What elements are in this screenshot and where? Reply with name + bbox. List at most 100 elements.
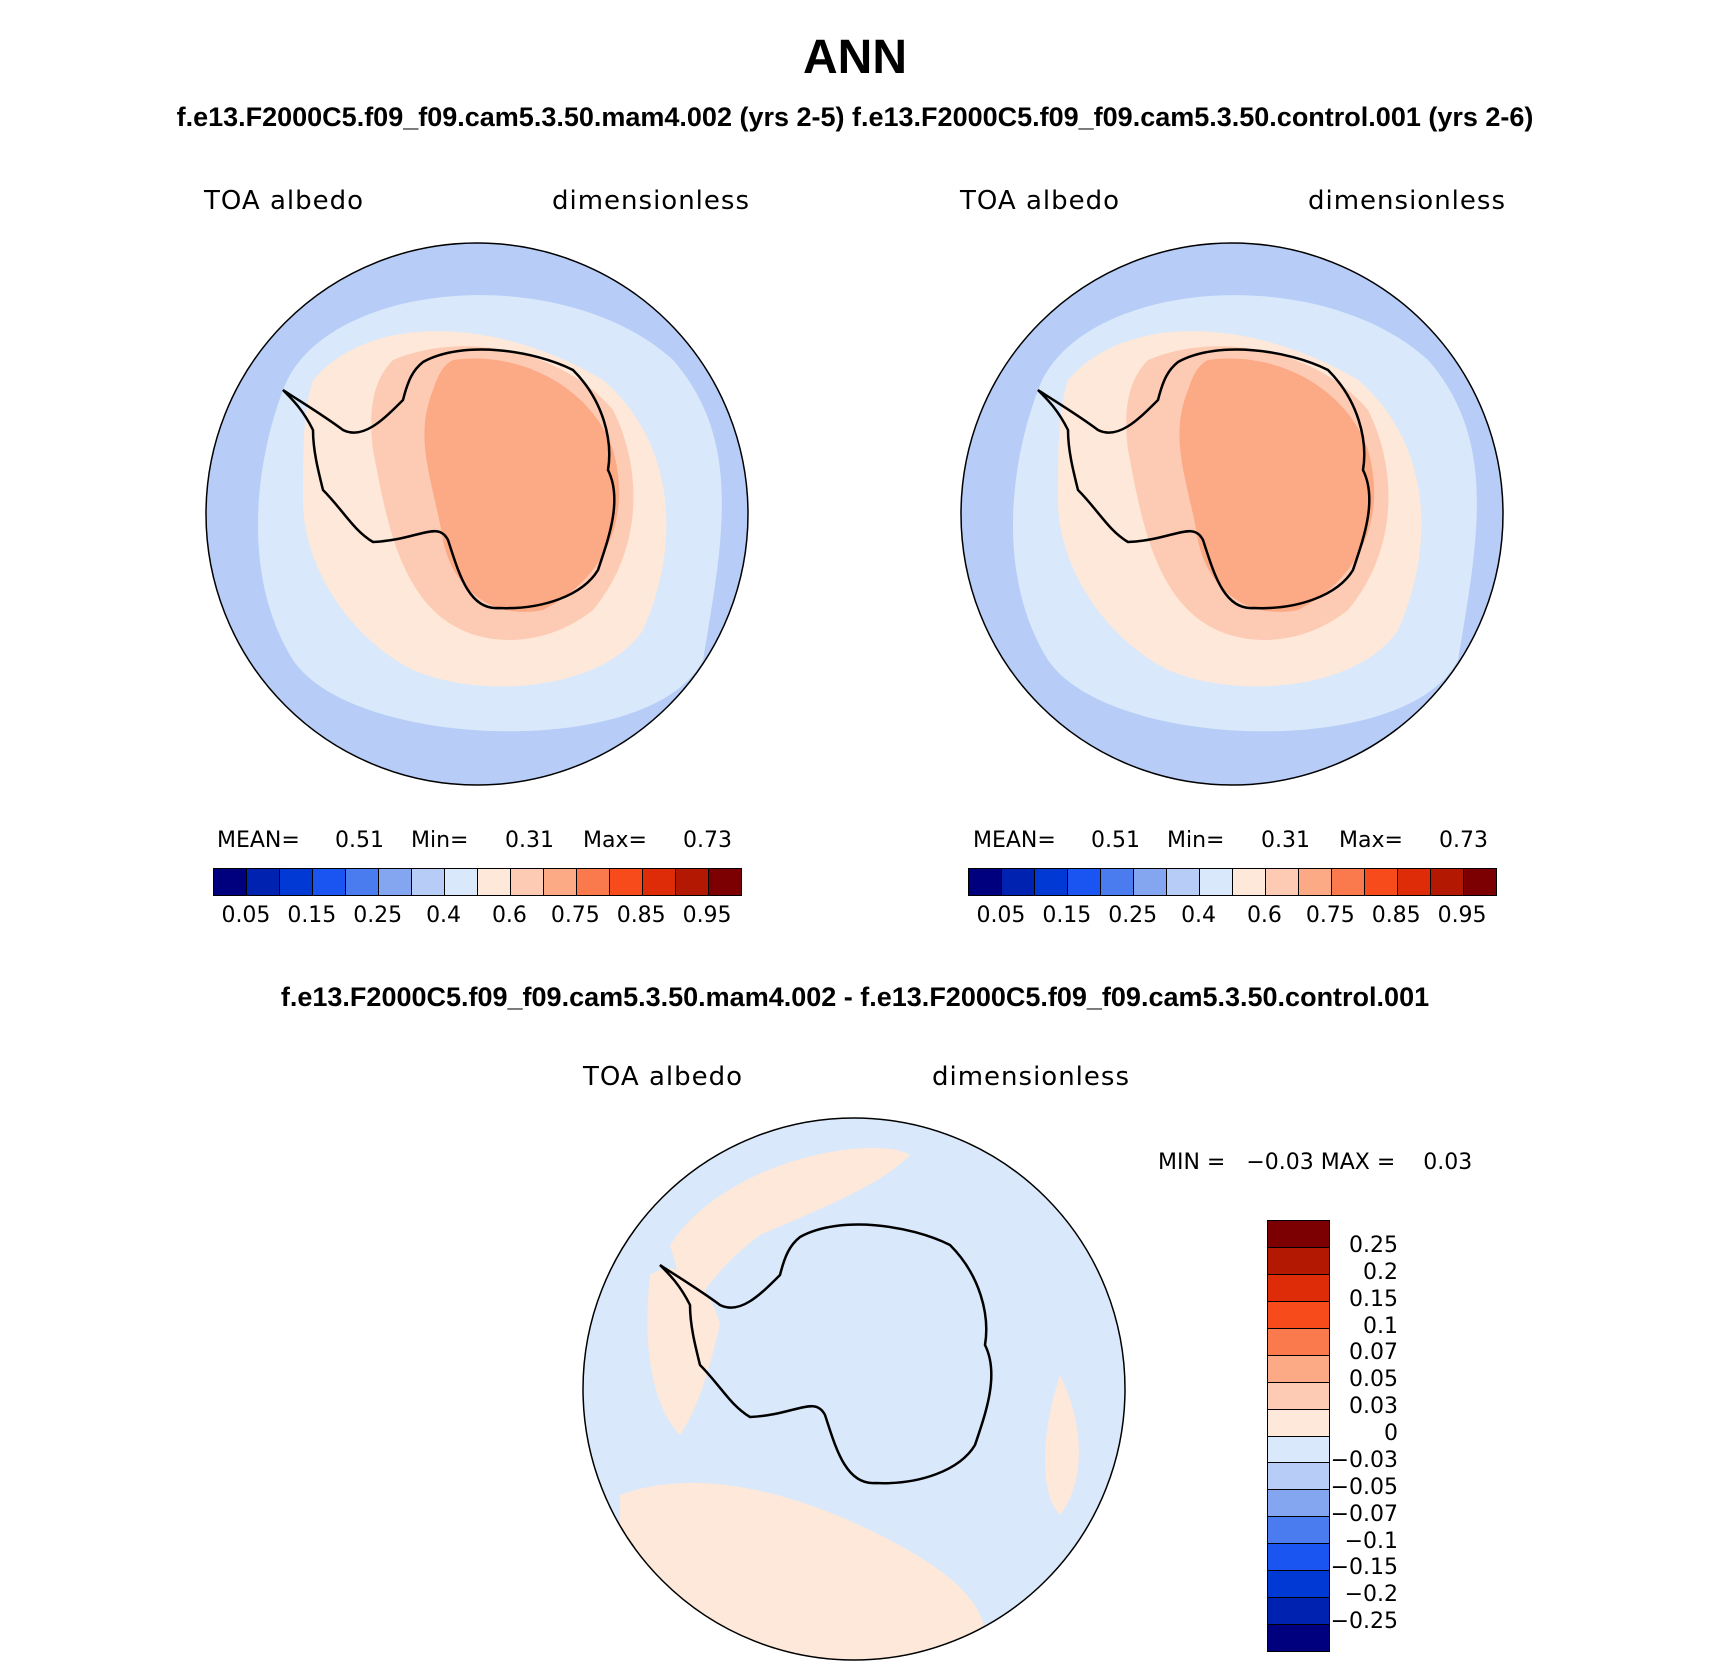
panel1-mean-value: 0.51 bbox=[335, 828, 384, 853]
colorbar-tick-label: −0.03 bbox=[1330, 1447, 1398, 1473]
panel1-colorbar-swatch bbox=[214, 869, 247, 895]
panel1-colorbar-swatch bbox=[313, 869, 346, 895]
panel3-positive-south bbox=[620, 1482, 986, 1660]
colorbar-tick-label: 0.15 bbox=[1042, 903, 1092, 928]
panel2-variable-label: TOA albedo bbox=[960, 186, 1121, 216]
panel3-colorbar bbox=[1267, 1220, 1330, 1652]
colorbar-tick-label: 0.75 bbox=[550, 903, 600, 928]
panel2-colorbar-swatch bbox=[1365, 869, 1398, 895]
panel1-polar-map bbox=[205, 242, 749, 786]
panel2-max-label: Max= bbox=[1339, 828, 1403, 853]
difference-title: f.e13.F2000C5.f09_f09.cam5.3.50.mam4.002… bbox=[280, 982, 1430, 1012]
panel3-colorbar-swatch bbox=[1268, 1247, 1329, 1275]
panel2-min-label: Min= bbox=[1167, 828, 1225, 853]
panel1-colorbar-swatch bbox=[247, 869, 280, 895]
panel1-min-value: 0.31 bbox=[505, 828, 554, 853]
colorbar-tick-label: 0.05 bbox=[221, 903, 271, 928]
panel1-colorbar-swatch bbox=[610, 869, 643, 895]
colorbar-tick-label: 0.05 bbox=[1349, 1367, 1398, 1393]
panel3-colorbar-swatch bbox=[1268, 1571, 1329, 1599]
colorbar-tick-label: −0.07 bbox=[1330, 1501, 1398, 1527]
panel3-colorbar-swatch bbox=[1268, 1409, 1329, 1437]
panel3-colorbar-swatch bbox=[1268, 1301, 1329, 1329]
panel1-colorbar-swatch bbox=[412, 869, 445, 895]
panel1-colorbar-swatch bbox=[478, 869, 511, 895]
panel3-colorbar-swatch bbox=[1268, 1463, 1329, 1491]
colorbar-tick-label: 0.2 bbox=[1363, 1259, 1398, 1285]
colorbar-tick-label: 0.05 bbox=[976, 903, 1026, 928]
panel2-colorbar-swatch bbox=[1134, 869, 1167, 895]
panel2-polar-map bbox=[960, 242, 1504, 786]
panel3-positive-north bbox=[670, 1147, 910, 1315]
colorbar-tick-label: 0.25 bbox=[353, 903, 403, 928]
panel3-colorbar-swatch bbox=[1268, 1221, 1329, 1248]
colorbar-tick-label: 0.03 bbox=[1349, 1394, 1398, 1420]
colorbar-tick-label: 0.85 bbox=[1371, 903, 1421, 928]
panel3-colorbar-swatch bbox=[1268, 1328, 1329, 1356]
panel2-colorbar-swatch bbox=[1233, 869, 1266, 895]
panel2-colorbar-swatch bbox=[1068, 869, 1101, 895]
panel3-colorbar-swatch bbox=[1268, 1625, 1329, 1651]
colorbar-tick-label: 0.4 bbox=[1181, 903, 1217, 928]
panel1-colorbar-swatch bbox=[379, 869, 412, 895]
panel2-colorbar-swatch bbox=[1035, 869, 1068, 895]
colorbar-tick-label: 0.95 bbox=[1437, 903, 1487, 928]
colorbar-tick-label: 0.6 bbox=[1246, 903, 1282, 928]
colorbar-tick-label: −0.2 bbox=[1344, 1582, 1398, 1608]
colorbar-tick-label: 0.07 bbox=[1349, 1340, 1398, 1366]
panel2-mean-value: 0.51 bbox=[1091, 828, 1140, 853]
panel3-positive-west bbox=[647, 1268, 720, 1435]
panel2-colorbar-swatch bbox=[1332, 869, 1365, 895]
panel1-max-value: 0.73 bbox=[683, 828, 732, 853]
panel2-colorbar-swatch bbox=[1299, 869, 1332, 895]
panel1-max-label: Max= bbox=[583, 828, 647, 853]
panel1-colorbar-swatch bbox=[511, 869, 544, 895]
panel1-colorbar-swatch bbox=[445, 869, 478, 895]
colorbar-tick-label: 0.15 bbox=[287, 903, 337, 928]
panel1-continent-high bbox=[424, 358, 620, 612]
colorbar-tick-label: 0.1 bbox=[1363, 1313, 1398, 1339]
panel3-colorbar-swatch bbox=[1268, 1544, 1329, 1572]
colorbar-tick-label: 0.6 bbox=[491, 903, 527, 928]
colorbar-tick-label: −0.15 bbox=[1330, 1555, 1398, 1581]
panel3-minmax-label: MIN = −0.03 MAX = 0.03 bbox=[1158, 1150, 1473, 1175]
panel2-colorbar-swatch bbox=[1464, 869, 1496, 895]
panel3-colorbar-swatch bbox=[1268, 1517, 1329, 1545]
colorbar-tick-label: 0.25 bbox=[1108, 903, 1158, 928]
panel1-colorbar-swatch bbox=[643, 869, 676, 895]
panel1-colorbar-swatch bbox=[577, 869, 610, 895]
panel1-colorbar bbox=[213, 868, 742, 896]
colorbar-tick-label: −0.05 bbox=[1330, 1474, 1398, 1500]
panel1-mean-label: MEAN= bbox=[217, 828, 300, 853]
panel3-colorbar-swatch bbox=[1268, 1382, 1329, 1410]
panel2-continent-high bbox=[1179, 358, 1375, 612]
panel1-variable-label: TOA albedo bbox=[204, 186, 365, 216]
panel1-min-label: Min= bbox=[411, 828, 469, 853]
panel2-colorbar-swatch bbox=[1200, 869, 1233, 895]
panel3-coastline bbox=[659, 1223, 993, 1485]
panel3-colorbar-swatch bbox=[1268, 1274, 1329, 1302]
panel2-colorbar-swatch bbox=[1398, 869, 1431, 895]
colorbar-tick-label: 0.15 bbox=[1349, 1286, 1398, 1312]
panel1-colorbar-swatch bbox=[346, 869, 379, 895]
panel3-colorbar-swatch bbox=[1268, 1436, 1329, 1464]
panel3-colorbar-swatch bbox=[1268, 1490, 1329, 1518]
panel1-colorbar-swatch bbox=[709, 869, 741, 895]
panel3-colorbar-swatch bbox=[1268, 1598, 1329, 1626]
colorbar-tick-label: 0.75 bbox=[1305, 903, 1355, 928]
colorbar-tick-label: 0.4 bbox=[426, 903, 462, 928]
panel1-colorbar-swatch bbox=[280, 869, 313, 895]
panel1-coastline bbox=[282, 348, 616, 610]
panel2-colorbar-swatch bbox=[1002, 869, 1035, 895]
colorbar-tick-label: 0 bbox=[1384, 1421, 1398, 1446]
colorbar-tick-label: 0.85 bbox=[616, 903, 666, 928]
panel3-units-label: dimensionless bbox=[932, 1062, 1130, 1092]
panel2-mean-label: MEAN= bbox=[973, 828, 1056, 853]
colorbar-tick-label: 0.95 bbox=[682, 903, 732, 928]
panel1-colorbar-swatch bbox=[544, 869, 577, 895]
panel2-colorbar-swatch bbox=[1101, 869, 1134, 895]
colorbar-tick-label: 0.25 bbox=[1349, 1232, 1398, 1258]
panel2-colorbar bbox=[968, 868, 1497, 896]
panel3-difference-map bbox=[582, 1117, 1126, 1661]
panel2-colorbar-swatch bbox=[1266, 869, 1299, 895]
